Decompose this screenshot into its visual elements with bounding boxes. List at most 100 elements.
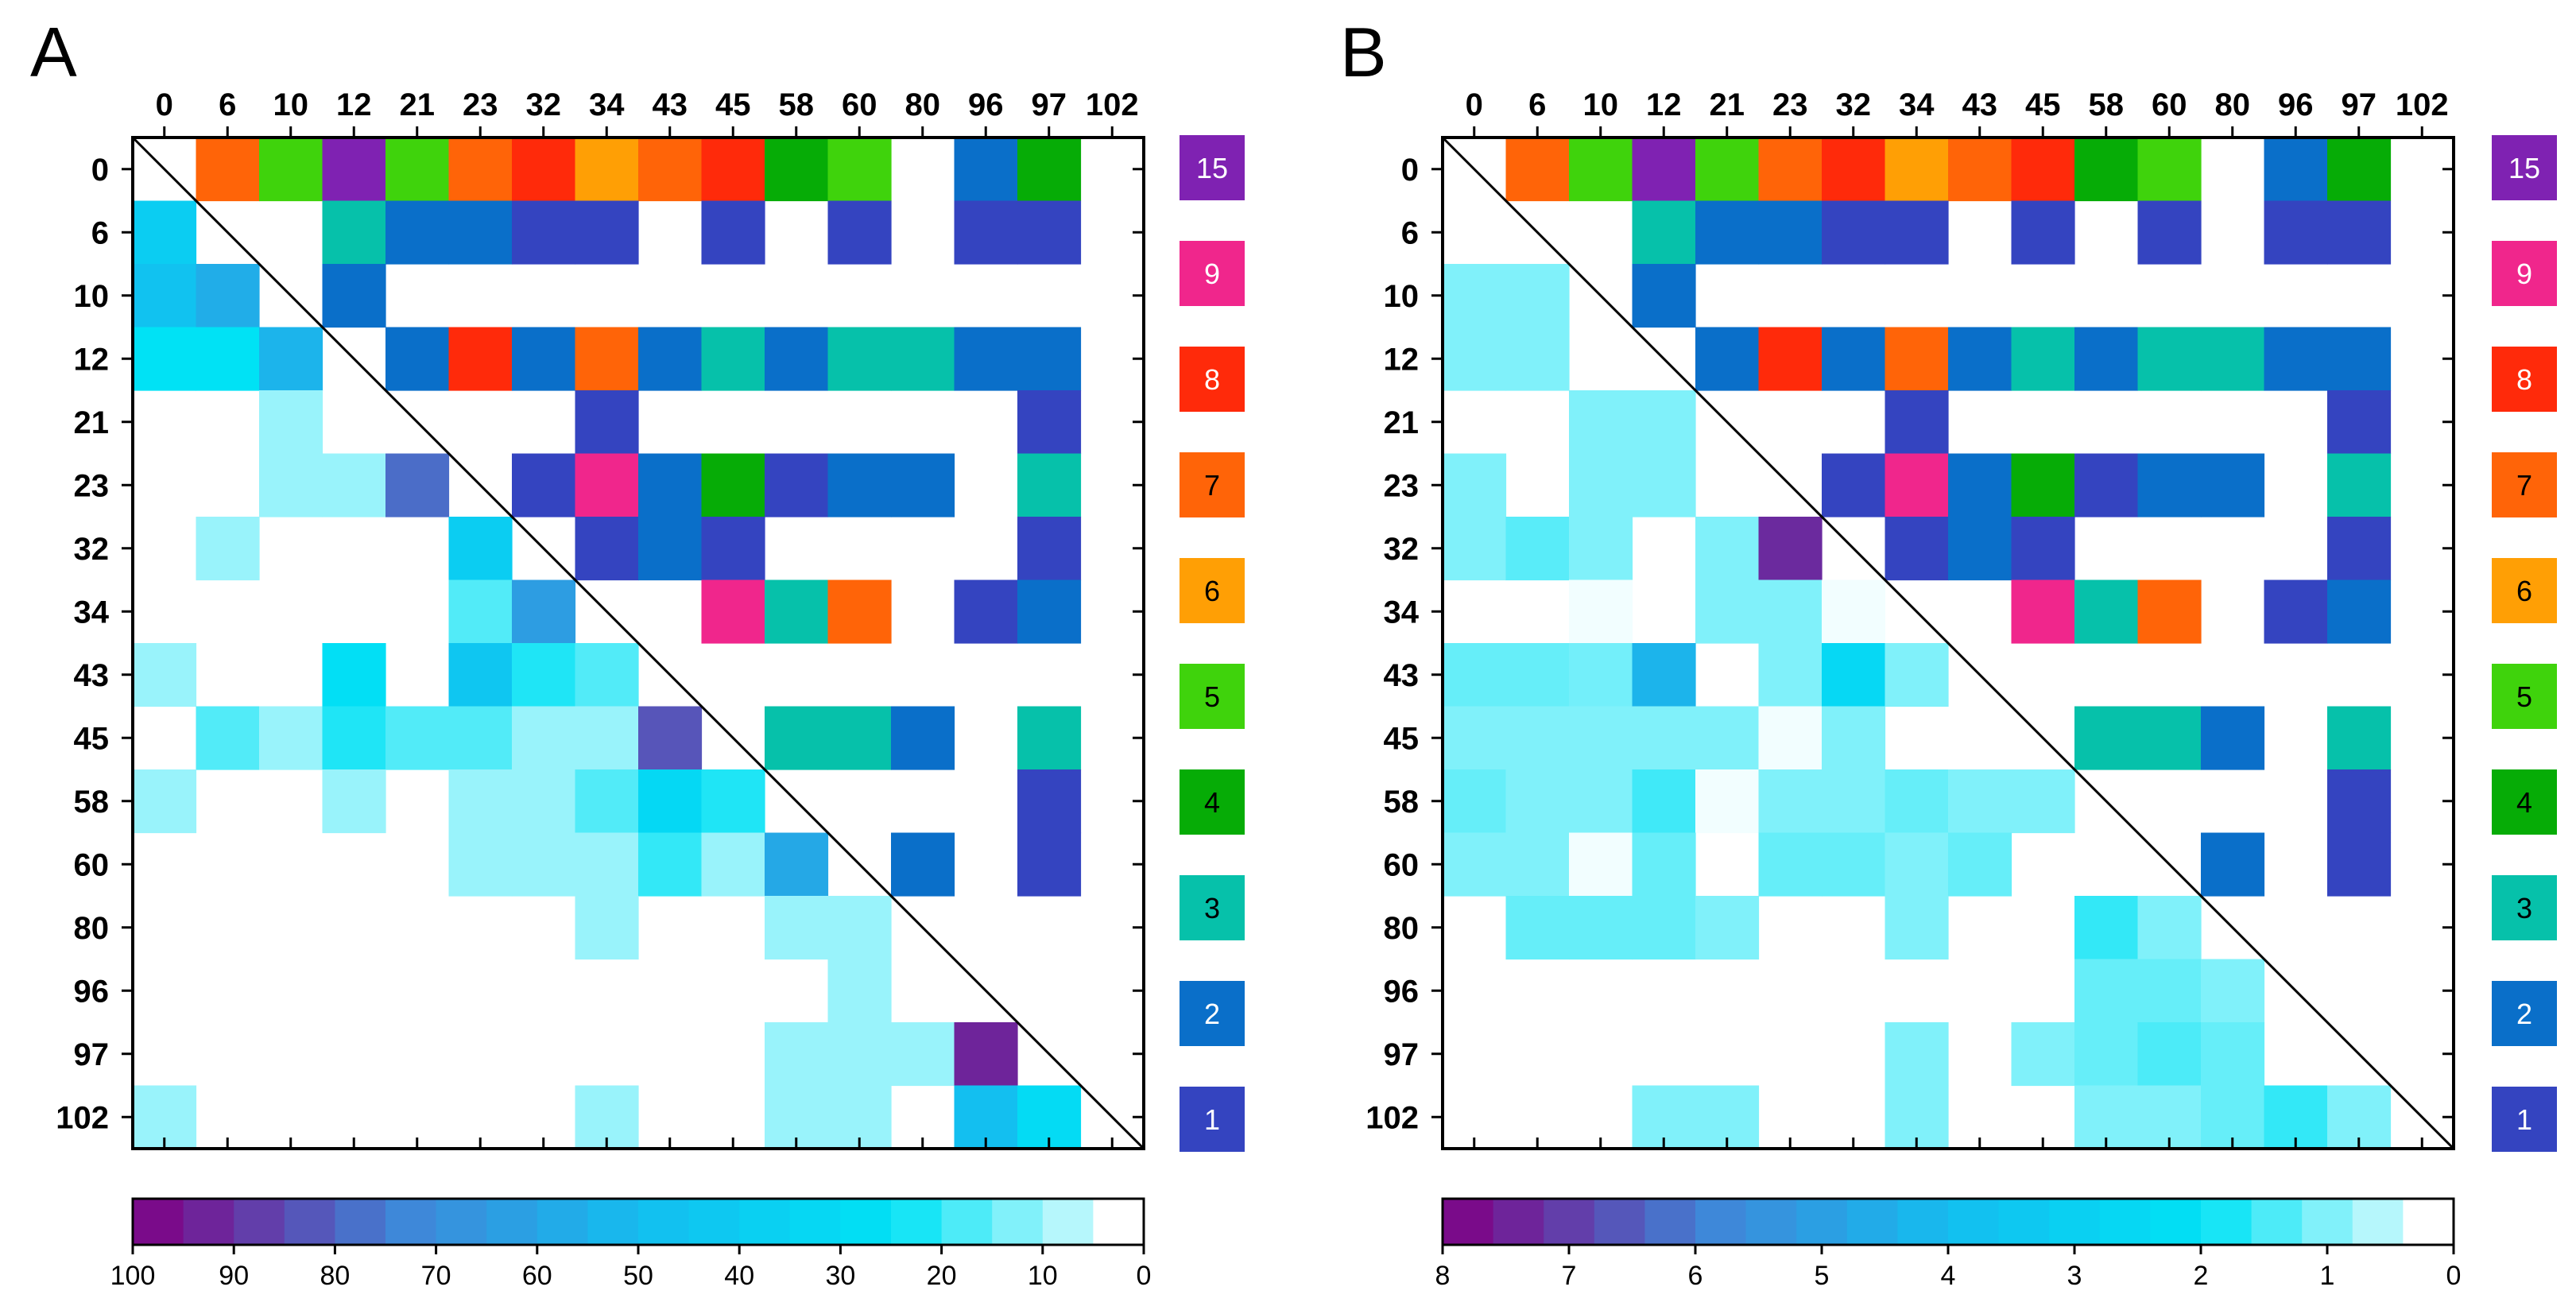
legend-label: 6	[1204, 575, 1220, 607]
heatmap-cell-upper	[512, 327, 576, 391]
legend-swatch	[1180, 558, 1245, 623]
y-tick-label: 23	[74, 468, 110, 503]
heatmap-cell-upper	[638, 327, 703, 391]
heatmap-cell-upper	[1885, 138, 1949, 202]
heatmap-cell-lower	[765, 832, 829, 897]
heatmap-cell-upper	[512, 138, 576, 202]
colorbar-tick-label: 80	[320, 1261, 350, 1291]
heatmap-cell-upper	[1948, 453, 2012, 517]
heatmap-cell-upper	[1632, 200, 1696, 265]
heatmap-cell-lower	[1885, 769, 1949, 834]
heatmap-cell-upper	[2011, 200, 2075, 265]
colorbar-tick-label: 5	[1815, 1261, 1830, 1291]
heatmap-cell-lower	[133, 769, 197, 834]
x-tick-label: 58	[779, 87, 815, 122]
heatmap-cell-lower	[1505, 517, 1570, 581]
heatmap-cell-upper	[2011, 453, 2075, 517]
legend-label: 2	[2516, 998, 2532, 1030]
legend-label: 1	[1204, 1103, 1220, 1136]
legend-swatch	[2492, 769, 2557, 835]
heatmap-cell-lower	[1569, 832, 1633, 897]
heatmap-cell-lower	[1695, 706, 1760, 770]
heatmap-cell-upper	[701, 517, 765, 581]
heatmap-cell-lower	[827, 1022, 892, 1087]
colorbar-bin	[1443, 1199, 1494, 1245]
colorbar-bin	[133, 1199, 184, 1245]
heatmap-cell-lower	[1569, 517, 1633, 581]
legend-swatch	[1180, 135, 1245, 200]
heatmap-cell-upper	[2074, 579, 2139, 644]
x-tick-label: 45	[715, 87, 751, 122]
heatmap-cell-lower	[1632, 390, 1696, 455]
x-tick-label: 0	[156, 87, 173, 122]
heatmap-cell-lower	[1505, 896, 1570, 960]
x-tick-label: 34	[589, 87, 625, 122]
heatmap-cell-lower	[1632, 769, 1696, 834]
colorbar-bin	[1093, 1199, 1145, 1245]
panel-letter-b: B	[1340, 13, 1387, 91]
heatmap-cell-upper	[1822, 200, 1886, 265]
y-tick-label: 58	[1384, 785, 1420, 820]
heatmap-cell-upper	[2201, 327, 2265, 391]
heatmap-cell-lower	[2201, 1022, 2265, 1087]
heatmap-cell-lower	[1632, 453, 1696, 517]
y-tick-label: 23	[1384, 468, 1420, 503]
colorbar-bin	[840, 1199, 892, 1245]
colorbar-tick-label: 3	[2067, 1261, 2082, 1291]
legend-swatch	[1180, 1087, 1245, 1152]
y-tick-label: 10	[1384, 279, 1420, 314]
heatmap-cell-upper	[385, 200, 450, 265]
x-tick-label: 32	[526, 87, 562, 122]
heatmap-cell-upper	[2264, 327, 2328, 391]
colorbar-bin	[638, 1199, 690, 1245]
x-tick-label: 43	[653, 87, 688, 122]
heatmap-cell-upper	[701, 453, 765, 517]
colorbar-bin	[789, 1199, 842, 1245]
heatmap-cell-lower	[1695, 896, 1760, 960]
heatmap-cell-upper	[2327, 706, 2392, 770]
y-tick-label: 97	[1384, 1037, 1420, 1072]
heatmap-cell-lower	[1632, 706, 1696, 770]
y-tick-label: 0	[91, 153, 109, 188]
colorbar-bin	[1897, 1199, 1949, 1245]
heatmap-cell-upper	[2327, 453, 2392, 517]
heatmap-cell-upper	[196, 138, 260, 202]
heatmap-panel-b: 0 0 6 6 10 10 12 12 21 21 23 23 32 32 34 34 43 43 45 45 58 58…	[1365, 87, 2455, 1150]
y-tick-label: 32	[1384, 532, 1420, 567]
colorbar-tick-label: 4	[1941, 1261, 1956, 1291]
legend-label: 4	[1204, 786, 1220, 819]
heatmap-cell-lower	[827, 896, 892, 960]
heatmap-cell-lower	[2074, 1022, 2139, 1087]
heatmap-cell-upper	[2327, 579, 2392, 644]
x-tick-label: 0	[1466, 87, 1483, 122]
heatmap-cell-lower	[1632, 896, 1696, 960]
legend-swatch	[2492, 1087, 2557, 1152]
heatmap-cell-lower	[1443, 264, 1507, 328]
heatmap-cell-upper	[701, 327, 765, 391]
heatmap-cell-lower	[448, 517, 513, 581]
heatmap-cell-lower	[575, 706, 639, 770]
colorbar-bin	[2099, 1199, 2152, 1245]
heatmap-cell-lower	[1758, 769, 1823, 834]
colorbar-bin	[486, 1199, 538, 1245]
heatmap-cell-upper	[1822, 453, 1886, 517]
heatmap-cell-lower	[1505, 769, 1570, 834]
heatmap-cell-lower	[133, 327, 197, 391]
heatmap-cell-lower	[1822, 643, 1886, 707]
heatmap-cell-upper	[765, 579, 829, 644]
colorbar-bin	[1695, 1199, 1747, 1245]
heatmap-cell-upper	[1695, 138, 1760, 202]
heatmap-cell-upper	[2201, 832, 2265, 897]
legend-swatch	[2492, 347, 2557, 412]
heatmap-cell-upper	[512, 453, 576, 517]
legend-label: 3	[2516, 892, 2532, 924]
heatmap-cell-lower	[1632, 832, 1696, 897]
heatmap-cell-upper	[1885, 200, 1949, 265]
colorbar-bin	[1544, 1199, 1595, 1245]
heatmap-cell-upper	[2137, 579, 2202, 644]
legend-swatch	[2492, 664, 2557, 729]
colorbar-bin	[1493, 1199, 1544, 1245]
heatmap-cell-lower	[1822, 832, 1886, 897]
colorbar-tick-label: 50	[623, 1261, 653, 1291]
x-tick-label: 23	[463, 87, 498, 122]
